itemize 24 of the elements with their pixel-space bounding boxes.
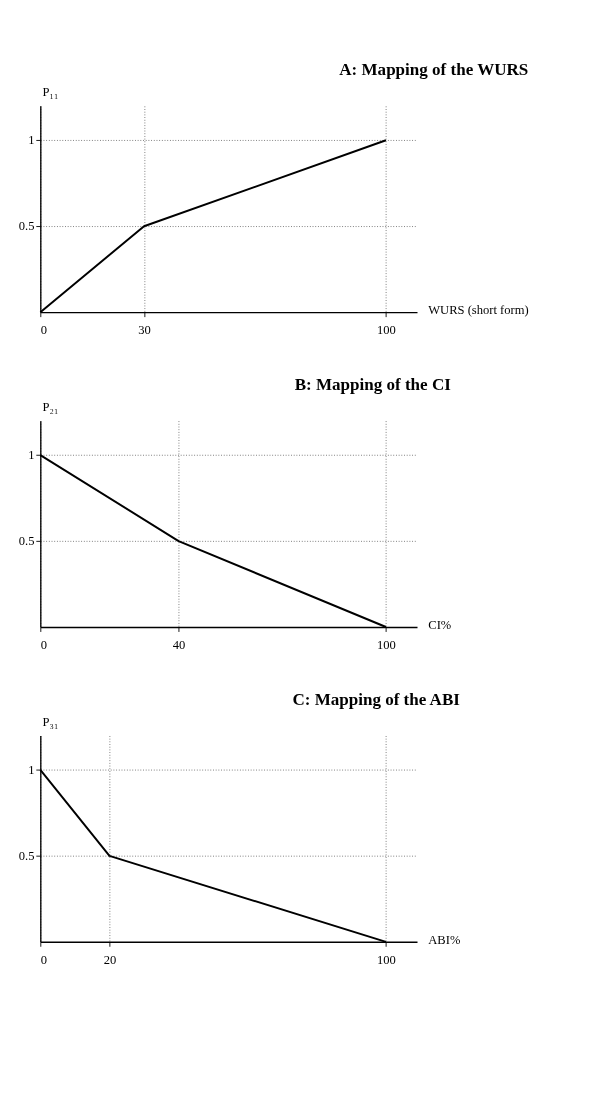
y-tick-label: 0.5 xyxy=(18,848,35,863)
x-tick-label: 0 xyxy=(40,637,48,652)
x-tick-label: 100 xyxy=(376,952,396,967)
x-axis-title: ABI% xyxy=(428,933,461,948)
x-tick-label: 0 xyxy=(40,323,48,338)
x-axis-title: CI% xyxy=(428,618,452,633)
x-tick-label: 0 xyxy=(40,952,48,967)
x-axis-title: WURS (short form) xyxy=(428,303,529,318)
chart-title: A: Mapping of the WURS xyxy=(339,60,529,80)
x-tick-label: 40 xyxy=(172,637,186,652)
x-tick-label: 20 xyxy=(103,952,117,967)
chart-title: B: Mapping of the CI xyxy=(294,375,452,395)
y-axis-title: P₂₁ xyxy=(42,400,59,415)
x-tick-label: 100 xyxy=(376,323,396,338)
y-tick-label: 0.5 xyxy=(18,534,35,549)
x-tick-label: 30 xyxy=(138,323,151,338)
y-tick-label: 1 xyxy=(28,448,35,463)
chart-title: C: Mapping of the ABI xyxy=(292,690,461,710)
x-tick-label: 100 xyxy=(376,637,396,652)
y-tick-label: 0.5 xyxy=(18,219,35,234)
y-tick-label: 1 xyxy=(28,762,35,777)
y-axis-title: P₁₁ xyxy=(42,85,59,100)
y-tick-label: 1 xyxy=(28,133,35,148)
y-axis-title: P₃₁ xyxy=(42,715,59,730)
